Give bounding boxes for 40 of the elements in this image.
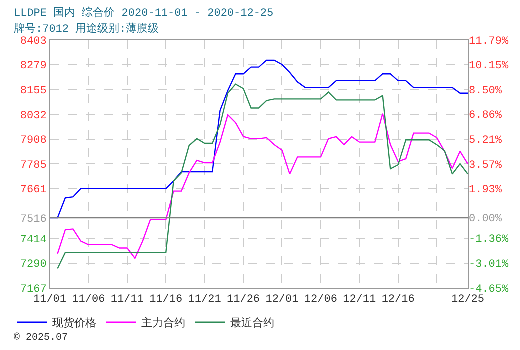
y-tick-label: 7785 [20,160,47,172]
y-tick-label: 7167 [20,284,47,296]
text: © 2025.07 [14,332,68,344]
chart-subtitle: 牌号:7012 用途级别:薄膜级 [14,22,160,36]
y2-tick-label: 3.57% [469,160,502,172]
y-tick-label: 8155 [20,86,47,98]
x-tick-label: 12/01 [266,294,300,306]
x-tick-label: 11/16 [150,294,183,306]
legend-label: 主力合约 [141,316,186,331]
y2-tick-label: 10.15% [469,60,510,73]
y-tick-label: 7661 [20,184,48,197]
legend-label: 最近合约 [230,316,274,331]
y-tick-label: 8032 [20,110,47,122]
x-tick-label: 12/06 [304,294,338,306]
y-tick-label: 8403 [20,36,47,48]
x-tick-label: 12/11 [343,294,377,306]
y2-tick-label: 5.21% [469,135,502,148]
y2-tick-label: -1.36% [469,234,510,246]
y2-tick-label: -3.01% [469,259,510,272]
y2-tick-label: 6.86% [469,110,502,122]
y-tick-label: 7290 [20,259,47,272]
legend-label: 现货价格 [52,318,96,331]
y-tick-label: 7516 [20,214,47,226]
x-tick-label: 11/06 [72,294,106,306]
x-tick-label: 11/26 [227,294,260,306]
x-tick-label: 12/16 [382,294,415,306]
y2-tick-label: 11.79% [469,36,510,48]
y-tick-label: 7908 [20,135,47,148]
x-tick-label: 11/11 [110,294,144,306]
line-series [57,113,468,260]
y2-tick-label: 8.50% [469,85,502,98]
y2-tick-label: 1.93% [469,184,502,197]
line-series [57,84,468,270]
y-tick-label: 8279 [20,60,47,73]
chart-title: LLDPE 国内 综合价 2020-11-01 - 2020-12-25 [14,6,274,20]
x-tick-label: 11/21 [188,294,222,306]
y2-tick-label: 0.00% [469,214,502,226]
x-tick-label: 12/25 [451,294,485,306]
x-tick-label: 11/01 [33,294,67,306]
y-tick-label: 7414 [20,234,48,246]
